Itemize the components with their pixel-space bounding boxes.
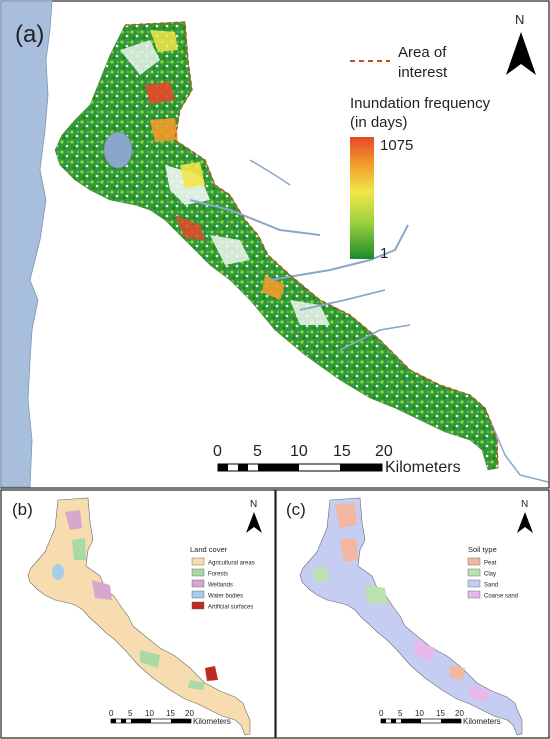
scale-tick: 0	[213, 443, 222, 460]
forest-patch	[140, 650, 160, 668]
river	[189, 199, 321, 236]
north-label: N	[521, 499, 528, 510]
legend-title: Land cover	[190, 545, 228, 554]
hotspot	[150, 118, 178, 142]
legend-swatch	[191, 601, 205, 610]
water-patch	[52, 564, 64, 580]
scale-tick: 5	[128, 709, 133, 718]
scale-tick: 5	[253, 443, 262, 460]
scale-tick: 10	[415, 709, 424, 718]
forest-patch	[188, 680, 205, 690]
coarse-sand-patch	[415, 640, 435, 662]
land-patch	[120, 40, 160, 75]
legend-swatch	[467, 590, 481, 599]
scale-tick: 15	[436, 709, 445, 718]
legend-label: Clay	[484, 572, 496, 578]
legend-label: Peat	[484, 561, 497, 567]
wetland-patch	[92, 580, 112, 600]
sea-area	[0, 0, 53, 488]
legend-swatch	[467, 568, 481, 577]
north-arrow-icon: N	[506, 12, 536, 75]
river	[339, 324, 411, 351]
legend-label: Sand	[484, 583, 498, 589]
north-label: N	[515, 12, 524, 27]
scale-unit: Kilometers	[385, 459, 461, 476]
scale-tick: 10	[145, 709, 154, 718]
legend-label: Agricultural areas	[208, 561, 255, 567]
north-arrow-icon: N	[246, 499, 262, 533]
artificial-patch	[205, 666, 218, 681]
scale-bar-c: 0 5 10 15 20 Kilometers	[379, 709, 501, 726]
panel-a-label: (a)	[15, 21, 44, 48]
panel-a: (a) N Area of interest Inundation freque…	[0, 0, 550, 489]
north-label: N	[250, 499, 257, 510]
peat-patch	[340, 538, 358, 562]
north-arrow-icon: N	[517, 499, 533, 533]
legend-swatch	[467, 579, 481, 588]
area-of-interest-boundary	[124, 21, 499, 469]
forest-patch	[72, 538, 86, 560]
scale-tick: 0	[109, 709, 114, 718]
panel-b: (b) N Land cover Agricultural areas Fores…	[0, 489, 276, 739]
legend-label: Water bodies	[208, 594, 243, 600]
interest-legend-label-1: Area of	[398, 44, 447, 61]
scale-tick: 15	[333, 443, 351, 460]
land-cover-legend: Land cover Agricultural areas Forests Wetl…	[190, 545, 255, 611]
scale-tick: 20	[375, 443, 393, 460]
freq-color-ramp	[350, 137, 374, 259]
hotspot	[150, 30, 178, 52]
lake	[103, 131, 133, 169]
peat-patch	[335, 503, 357, 528]
river	[249, 159, 291, 186]
legend-label: Artificial surfaces	[208, 605, 253, 611]
land-patch	[210, 235, 250, 265]
scale-tick: 10	[290, 443, 308, 460]
legend-label: Coarse sand	[484, 594, 518, 600]
scale-unit: Kilometers	[193, 717, 231, 726]
river	[269, 224, 409, 281]
scale-tick: 5	[398, 709, 403, 718]
hotspot	[145, 82, 175, 104]
legend-swatch	[191, 590, 205, 599]
freq-max-label: 1075	[380, 137, 413, 154]
wetland-patch	[65, 510, 82, 530]
legend-label: Wetlands	[208, 583, 233, 589]
hotspot	[180, 162, 205, 188]
panel-b-label: (b)	[12, 500, 33, 519]
scale-tick: 15	[166, 709, 175, 718]
scale-tick: 0	[379, 709, 384, 718]
scale-tick: 20	[185, 709, 194, 718]
legend-swatch	[467, 557, 481, 566]
scale-bar-b: 0 5 10 15 20 Kilometers	[109, 709, 231, 726]
panel-c-label: (c)	[286, 500, 306, 519]
soil-type-legend: Soil type Peat Clay Sand Coarse sand	[467, 545, 518, 600]
freq-legend-title-1: Inundation frequency	[350, 95, 491, 112]
scale-unit: Kilometers	[463, 717, 501, 726]
river	[489, 419, 549, 483]
clay-patch	[312, 566, 330, 584]
scale-tick: 20	[455, 709, 464, 718]
legend-title: Soil type	[468, 545, 497, 554]
clay-patch	[365, 585, 388, 605]
freq-legend-title-2: (in days)	[350, 114, 408, 131]
coarse-sand-patch	[470, 685, 490, 702]
legend-swatch	[191, 579, 205, 588]
hotspot	[175, 215, 205, 240]
hotspot	[262, 275, 285, 300]
legend-label: Forests	[208, 572, 228, 578]
freq-min-label: 1	[380, 245, 388, 262]
interest-legend-label-2: interest	[398, 64, 448, 81]
river	[299, 289, 386, 311]
scale-bar-a: 0 5 10 15 20 Kilometers	[213, 443, 461, 476]
legend-swatch	[191, 568, 205, 577]
peat-patch	[450, 665, 465, 680]
legend-swatch	[191, 557, 205, 566]
